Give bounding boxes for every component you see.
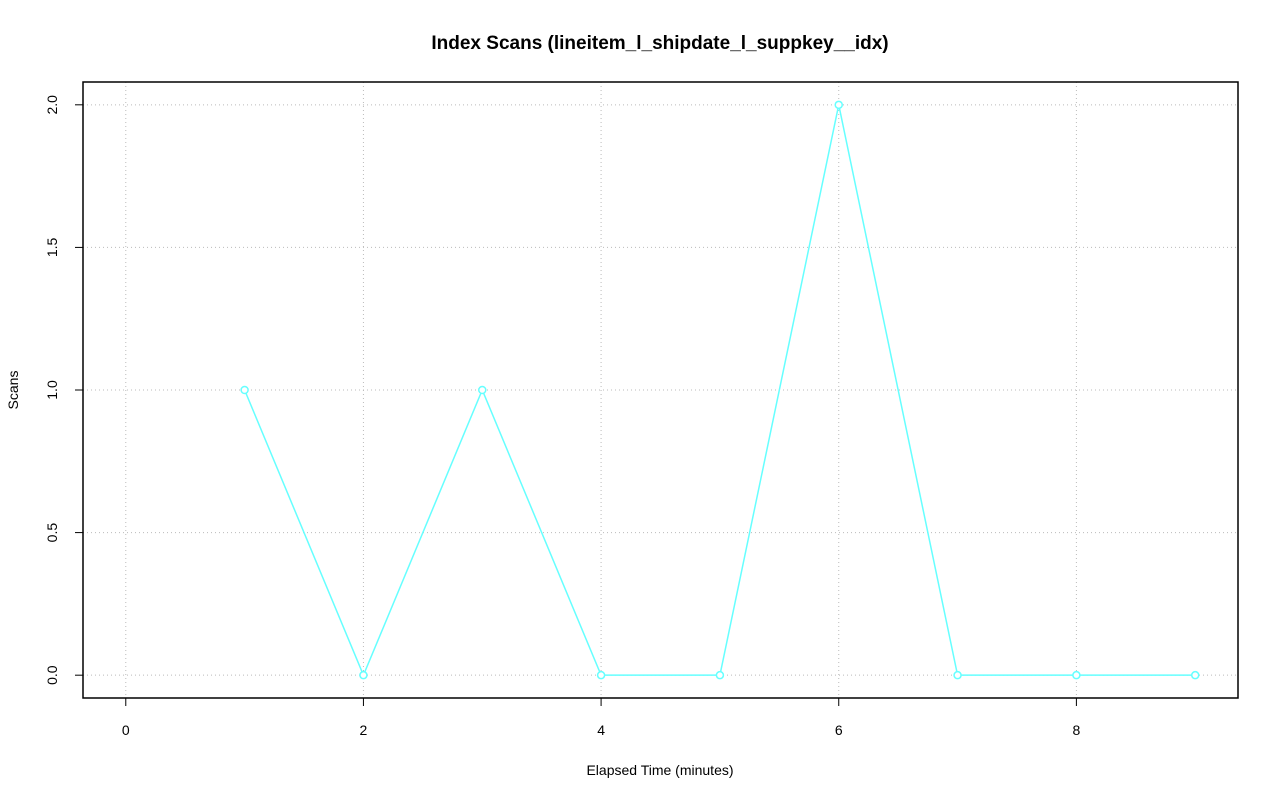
y-axis-label: Scans <box>5 371 21 410</box>
x-tick-label: 0 <box>122 722 130 738</box>
point <box>359 670 368 680</box>
point <box>834 100 843 110</box>
x-tick-label: 4 <box>597 722 605 738</box>
y-tick-label: 0.0 <box>44 665 60 685</box>
x-tick-label: 8 <box>1072 722 1080 738</box>
point <box>478 385 487 395</box>
point <box>240 385 249 395</box>
x-tick-label: 6 <box>835 722 843 738</box>
chart-title: Index Scans (lineitem_l_shipdate_l_suppk… <box>431 33 888 54</box>
y-tick-label: 1.5 <box>44 237 60 257</box>
point <box>1190 670 1200 680</box>
x-axis-label: Elapsed Time (minutes) <box>586 762 733 778</box>
y-tick-label: 1.0 <box>44 380 60 400</box>
y-tick-label: 2.0 <box>44 95 60 115</box>
plot-frame <box>82 81 1239 699</box>
point <box>953 670 962 680</box>
point <box>596 670 606 680</box>
x-tick-label: 2 <box>360 722 368 738</box>
y-tick-label: 0.5 <box>44 523 60 543</box>
point <box>715 670 725 680</box>
point <box>1072 670 1081 680</box>
